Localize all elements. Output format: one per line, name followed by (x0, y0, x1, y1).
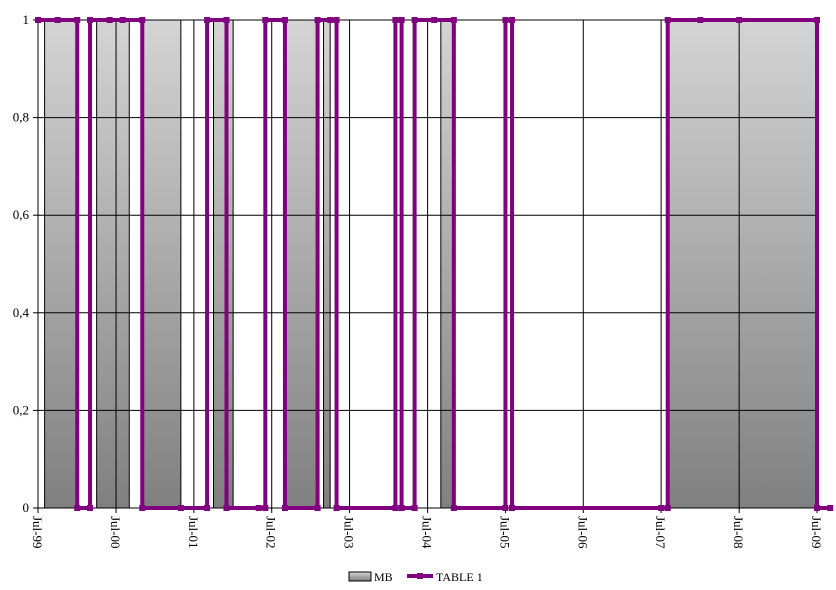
table1-point-42 (697, 17, 704, 23)
table1-point-31 (411, 17, 418, 23)
table1-point-37 (509, 17, 516, 23)
x-tick-label: Jul-00 (108, 516, 123, 549)
legend-swatch-mb (348, 571, 372, 582)
table1-point-45 (814, 505, 820, 511)
table1-point-27 (392, 17, 399, 23)
table1-point-3 (74, 17, 81, 23)
x-tick-label: Jul-08 (731, 516, 746, 549)
table1-point-40 (664, 505, 671, 511)
legend-marker-table1 (417, 573, 423, 579)
table1-point-21 (314, 505, 321, 511)
table1-point-39 (658, 505, 665, 511)
legend-label-mb: MB (374, 570, 393, 584)
x-tick-label: Jul-03 (342, 516, 357, 549)
table1-point-25 (333, 505, 340, 511)
table1-point-43 (736, 17, 743, 23)
mb-bar-3 (141, 19, 182, 509)
x-tick-label: Jul-09 (809, 516, 824, 549)
table1-point-36 (502, 17, 509, 23)
table1-point-17 (262, 505, 269, 511)
table1-point-10 (139, 505, 146, 511)
y-tick-label: 0,8 (13, 110, 29, 125)
mb-bar-8 (667, 19, 818, 509)
table1-point-12 (204, 505, 211, 511)
table1-point-46 (827, 505, 834, 511)
table1-point-20 (281, 505, 288, 511)
table1-point-26 (392, 505, 399, 511)
x-tick-label: Jul-04 (420, 516, 435, 549)
y-tick-label: 0,4 (13, 305, 30, 320)
table1-point-32 (431, 17, 438, 23)
table1-point-24 (333, 17, 340, 23)
y-tick-label: 0,2 (13, 402, 29, 417)
table1-point-14 (223, 17, 230, 23)
table1-point-2 (54, 17, 61, 23)
table1-point-23 (327, 17, 334, 23)
table1-point-44 (814, 17, 820, 23)
table1-point-19 (281, 17, 288, 23)
mb-bar-6 (323, 19, 331, 509)
table1-point-9 (139, 17, 146, 23)
y-tick-label: 1 (23, 12, 30, 27)
x-tick-label: Jul-05 (497, 516, 512, 549)
x-tick-label: Jul-06 (575, 516, 590, 549)
table1-point-38 (509, 505, 516, 511)
y-tick-label: 0,6 (13, 207, 30, 222)
x-tick-label: Jul-07 (653, 516, 668, 549)
mb-bar-2 (96, 19, 130, 509)
table1-point-34 (450, 505, 457, 511)
legend-label-table1: TABLE 1 (436, 570, 483, 584)
table1-series (35, 17, 834, 511)
x-tick-label: Jul-02 (264, 516, 279, 549)
table1-point-15 (223, 505, 230, 511)
table1-point-29 (398, 505, 405, 511)
legend: MB TABLE 1 (348, 570, 483, 584)
table1-point-30 (411, 505, 418, 511)
table1-point-13 (204, 17, 211, 23)
table1-line (38, 18, 831, 510)
mb-bar-1 (44, 19, 78, 509)
table1-point-4 (74, 505, 81, 511)
tick-labels: 0 0,2 0,4 0,6 0,8 1 Jul-99 Jul-00 Jul-01 Jul-02 Ju… (13, 12, 824, 549)
table1-point-33 (450, 17, 457, 23)
table1-point-18 (262, 17, 269, 23)
table1-point-11 (177, 505, 184, 511)
table1-point-1 (35, 17, 41, 23)
mb-bar-5 (284, 19, 319, 509)
table1-point-28 (398, 17, 405, 23)
x-tick-label: Jul-99 (30, 516, 45, 549)
mb-bar-4 (213, 19, 234, 509)
table1-point-6 (87, 17, 94, 23)
table1-point-8 (119, 17, 126, 23)
table1-point-22 (314, 17, 321, 23)
table1-point-7 (106, 17, 113, 23)
table1-point-41 (664, 17, 671, 23)
table1-point-35 (502, 505, 509, 511)
table1-point-16 (255, 505, 262, 511)
table1-point-5 (87, 505, 94, 511)
y-tick-label: 0 (23, 500, 30, 515)
x-tick-label: Jul-01 (186, 516, 201, 549)
